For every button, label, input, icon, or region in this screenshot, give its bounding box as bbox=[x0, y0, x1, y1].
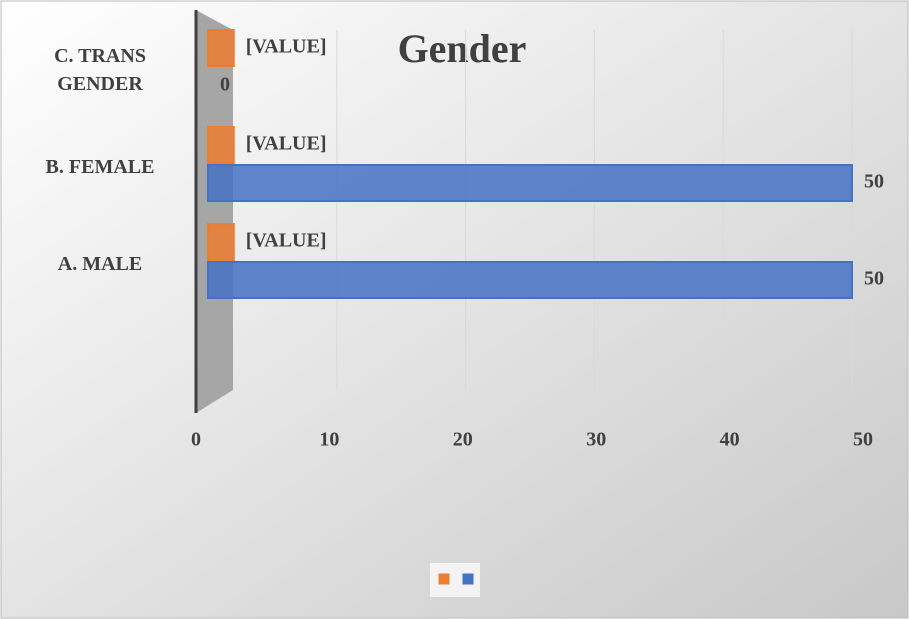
data-label: 50 bbox=[864, 268, 884, 290]
x-tick-label: 20 bbox=[453, 429, 473, 451]
data-label: 0 bbox=[220, 74, 230, 96]
data-label: [VALUE] bbox=[246, 230, 327, 252]
x-tick-label: 0 bbox=[191, 429, 201, 451]
x-tick-label: 50 bbox=[853, 429, 873, 451]
y-tick-label: B. FEMALE bbox=[45, 156, 155, 178]
y-tick-label: A. MALE bbox=[57, 253, 143, 275]
x-tick-label: 30 bbox=[586, 429, 606, 451]
chart-title: Gender bbox=[398, 26, 527, 71]
x-tick-label: 10 bbox=[319, 429, 339, 451]
bar bbox=[207, 164, 853, 202]
y-tick-label: C. TRANS GENDER bbox=[54, 45, 146, 95]
x-tick-label: 40 bbox=[720, 429, 740, 451]
data-label: 50 bbox=[864, 171, 884, 193]
data-label: [VALUE] bbox=[246, 133, 327, 155]
bar bbox=[207, 126, 235, 164]
legend-swatch bbox=[462, 573, 474, 585]
legend-swatch bbox=[438, 573, 450, 585]
side-wall bbox=[196, 10, 233, 413]
bar bbox=[207, 223, 235, 261]
bar bbox=[207, 261, 853, 299]
bar bbox=[207, 29, 235, 67]
data-label: [VALUE] bbox=[246, 36, 327, 58]
